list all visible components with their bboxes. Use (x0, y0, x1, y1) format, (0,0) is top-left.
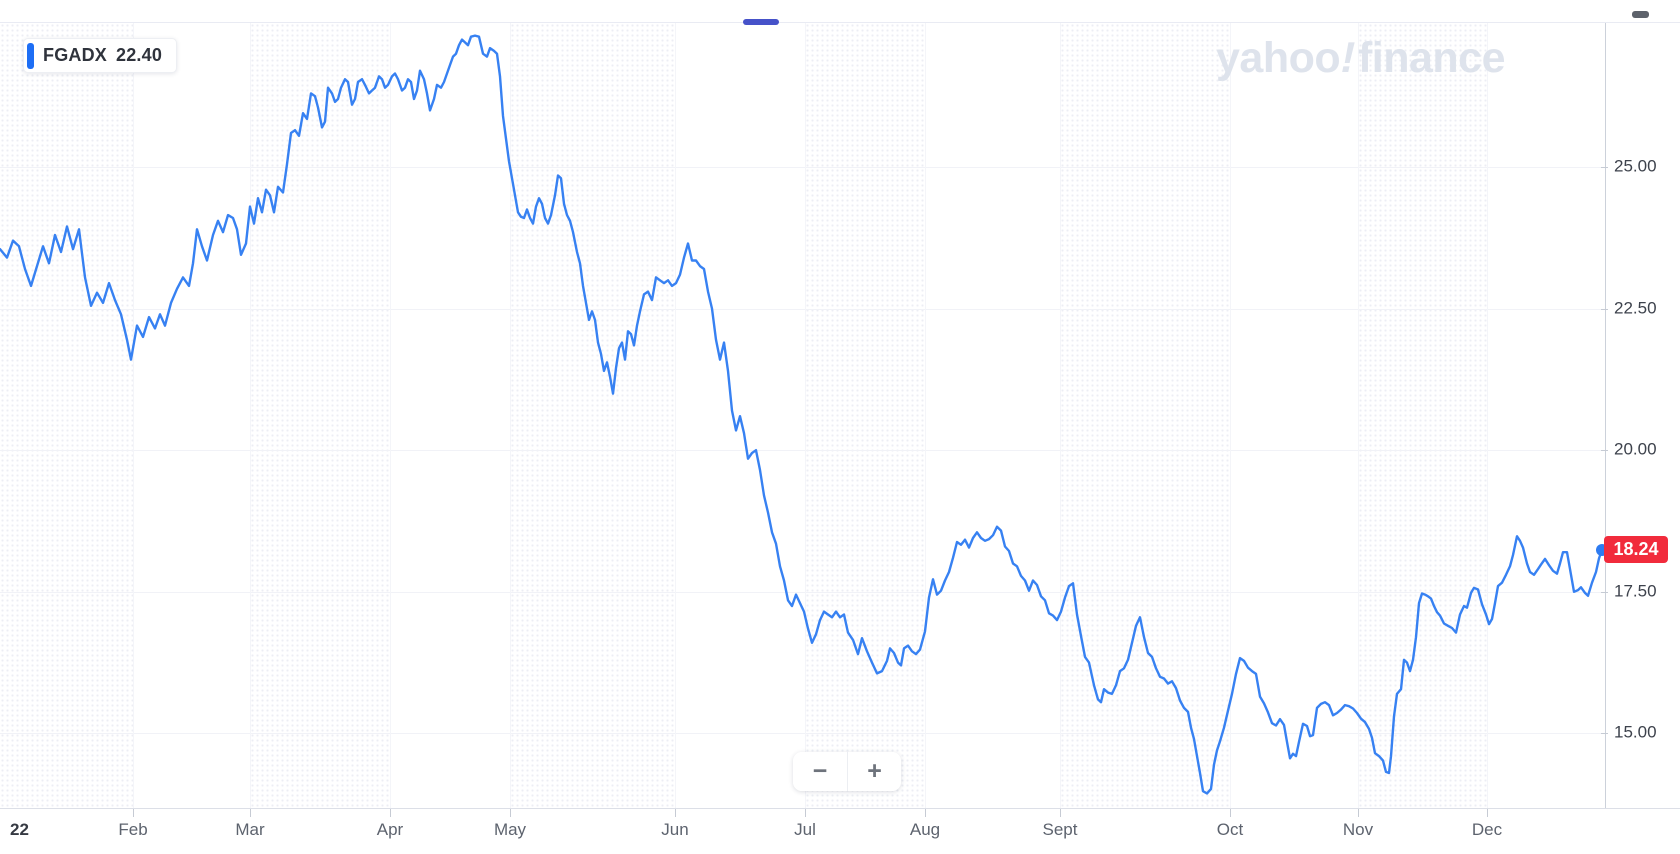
v-gridline (1060, 23, 1061, 808)
h-gridline (0, 167, 1605, 168)
month-band (0, 23, 133, 808)
v-gridline (1358, 23, 1359, 808)
v-gridline (925, 23, 926, 808)
month-band (250, 23, 390, 808)
v-gridline (805, 23, 806, 808)
x-tick (1487, 809, 1488, 817)
last-price-badge: 18.24 (1604, 536, 1668, 564)
x-axis-label: Sept (1042, 820, 1078, 839)
month-band (510, 23, 675, 808)
x-axis-label: 22 (10, 820, 29, 839)
legend-symbol: FGADX (43, 45, 107, 65)
zoom-controls: − + (793, 752, 901, 791)
month-band (1358, 23, 1487, 808)
v-gridline (250, 23, 251, 808)
h-gridline (0, 733, 1605, 735)
y-tick (1601, 450, 1608, 452)
x-tick (925, 809, 926, 817)
price-line (0, 34, 1604, 795)
y-tick (1601, 167, 1608, 168)
x-axis-label: May (493, 820, 527, 839)
x-axis-label: Apr (376, 820, 404, 839)
v-gridline (510, 23, 511, 808)
v-gridline (390, 23, 391, 808)
x-axis-label: Jun (661, 820, 689, 839)
month-band (805, 23, 925, 808)
x-axis-label: Mar (235, 820, 265, 839)
x-axis-label: Jul (794, 820, 816, 839)
legend-chip: FGADX 22.40 (23, 38, 178, 73)
x-axis-label: Feb (118, 820, 148, 839)
month-band (1060, 23, 1230, 808)
y-axis-label: 15.00 (1614, 722, 1657, 742)
watermark-word1: yahoo (1216, 34, 1341, 82)
x-axis-label: Aug (909, 820, 941, 839)
x-tick (510, 809, 511, 817)
legend-value: 22.40 (116, 45, 163, 65)
y-tick (1601, 308, 1608, 310)
yahoo-finance-watermark: yahoo!finance (1216, 34, 1506, 83)
y-axis-label: 20.00 (1614, 439, 1657, 459)
h-gridline (0, 450, 1605, 452)
x-tick (805, 809, 806, 817)
x-axis-line (0, 808, 1680, 809)
x-tick (1230, 809, 1231, 817)
y-axis-label: 25.00 (1614, 156, 1657, 176)
plus-icon: + (867, 757, 882, 785)
x-tick (390, 809, 391, 817)
x-axis-label: Dec (1471, 820, 1503, 839)
x-tick (1358, 809, 1359, 817)
h-gridline (0, 591, 1605, 593)
y-tick (1601, 591, 1608, 593)
y-axis-line (1605, 23, 1606, 808)
zoom-out-button[interactable]: − (793, 752, 847, 791)
y-axis-label: 22.50 (1614, 298, 1657, 318)
legend-color-bar (27, 42, 34, 69)
pane-resize-handle[interactable] (743, 19, 779, 25)
x-tick (133, 809, 134, 817)
h-gridline (0, 308, 1605, 310)
x-axis-label: Oct (1216, 820, 1244, 839)
x-axis-label: Nov (1342, 820, 1374, 839)
collapse-handle-icon[interactable] (1632, 11, 1649, 18)
y-tick (1601, 733, 1608, 735)
v-gridline (1487, 23, 1488, 808)
v-gridline (1230, 23, 1231, 808)
v-gridline (675, 23, 676, 808)
v-gridline (133, 23, 134, 808)
zoom-in-button[interactable]: + (847, 752, 901, 791)
x-tick (1060, 809, 1061, 817)
x-tick (675, 809, 676, 817)
watermark-word2: finance (1357, 34, 1506, 82)
minus-icon: − (812, 757, 828, 785)
x-tick (250, 809, 251, 817)
y-axis-label: 17.50 (1614, 581, 1657, 601)
pane-divider (0, 22, 1680, 23)
